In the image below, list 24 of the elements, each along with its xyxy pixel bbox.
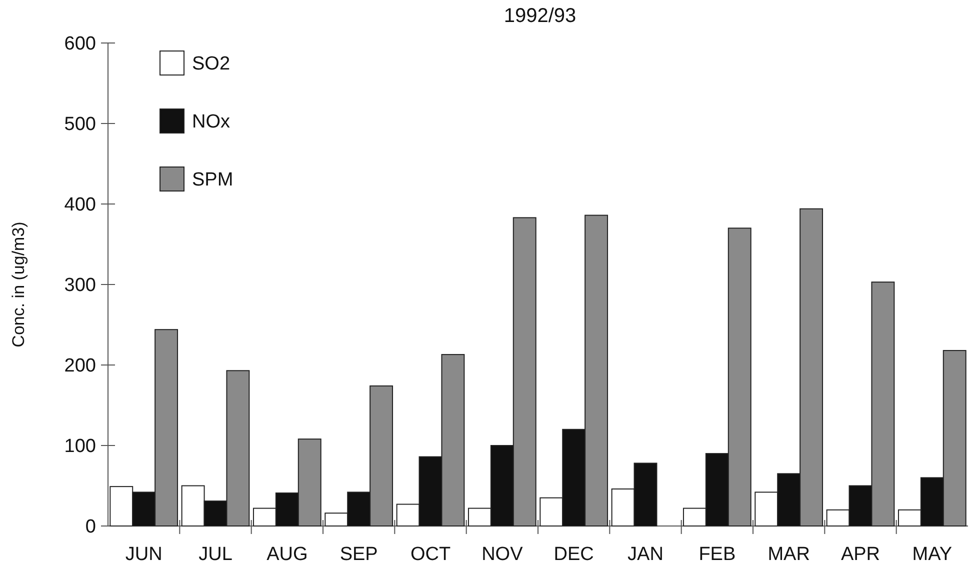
y-tick-label: 100 xyxy=(64,436,96,458)
x-tick-label: MAY xyxy=(912,544,952,565)
y-tick-label: 400 xyxy=(64,194,96,216)
y-tick-label: 0 xyxy=(85,516,96,538)
y-tick-label: 600 xyxy=(64,34,96,55)
x-tick-label: JAN xyxy=(628,544,664,565)
chart-title: 1992/93 xyxy=(504,5,576,27)
y-tick-label: 500 xyxy=(64,114,96,136)
x-tick-label: DEC xyxy=(554,544,594,565)
x-tick-label: JUN xyxy=(125,544,162,565)
x-tick-label: MAR xyxy=(768,544,810,565)
x-tick-label: JUL xyxy=(198,544,232,565)
x-tick-label: NOV xyxy=(482,544,524,565)
legend-label: SPM xyxy=(192,170,234,191)
legend-label: NOx xyxy=(192,112,230,133)
x-tick-label: APR xyxy=(840,544,880,565)
x-tick-label: SEP xyxy=(340,544,378,565)
legend-label: SO2 xyxy=(192,54,230,75)
y-tick-label: 200 xyxy=(64,356,96,377)
y-axis-title: Conc. in (ug/m3) xyxy=(9,222,28,348)
x-tick-label: AUG xyxy=(266,544,308,565)
x-tick-label: FEB xyxy=(698,544,736,565)
x-tick-label: OCT xyxy=(410,544,451,565)
y-tick-label: 300 xyxy=(64,275,96,296)
